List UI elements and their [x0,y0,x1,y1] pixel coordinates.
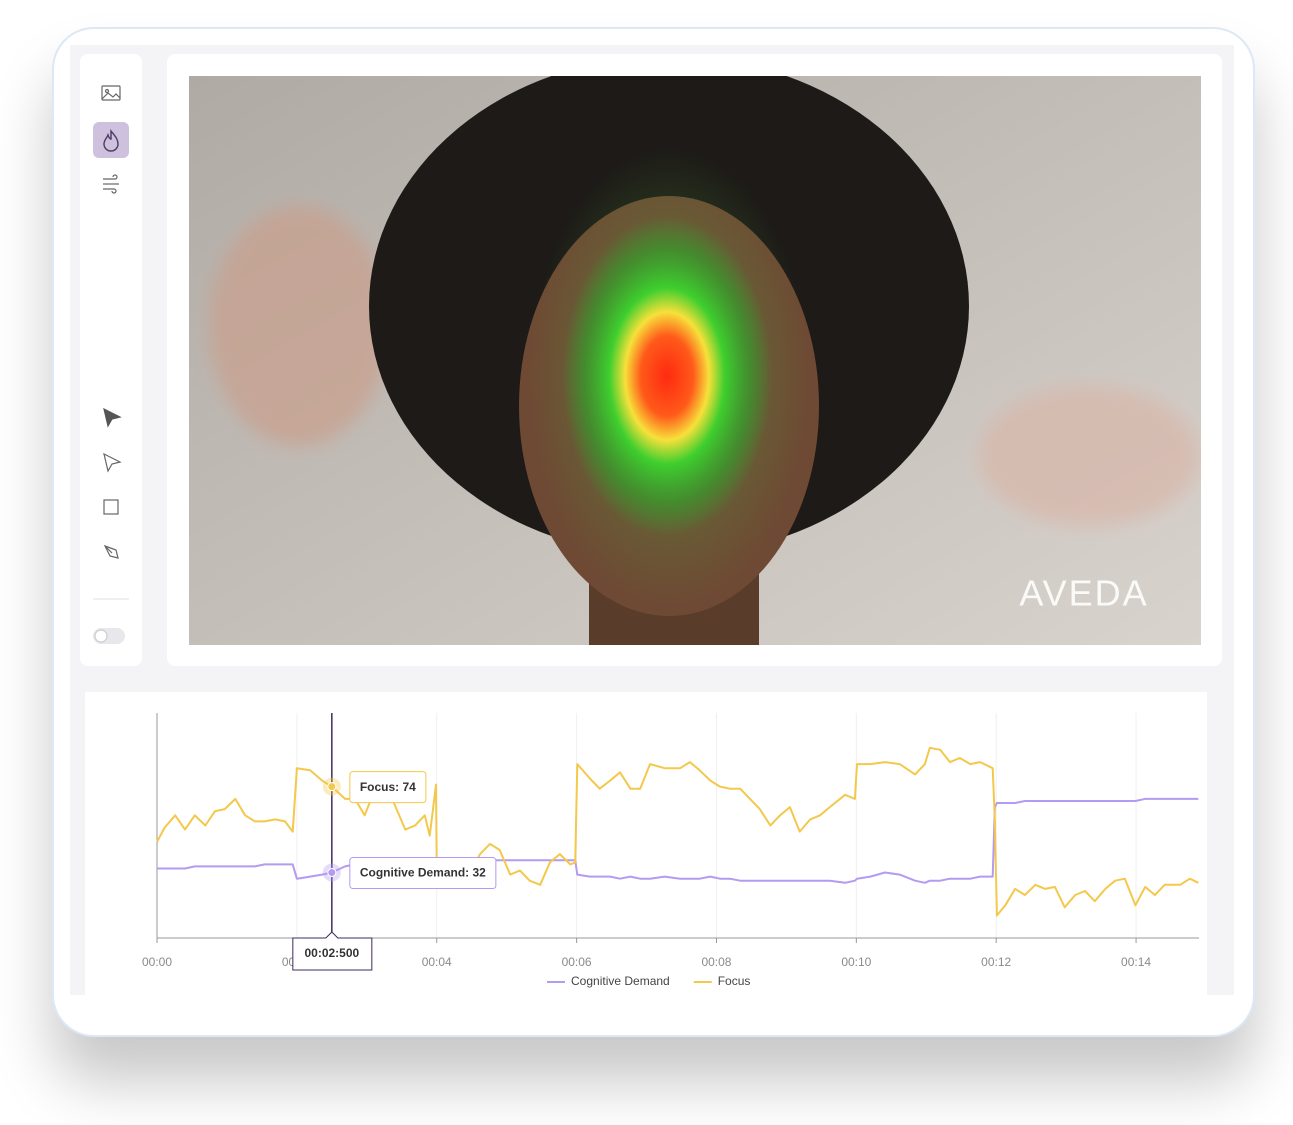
video-frame: AVEDA [189,76,1201,645]
x-tick-label: 00:10 [841,955,871,969]
toolbar [80,54,142,666]
x-tick-label: 00:06 [562,955,592,969]
cursor-label-box [292,931,373,971]
heatmap-icon [103,129,119,152]
app-card: AVEDA [52,27,1255,1037]
rectangle-tool[interactable] [103,499,119,515]
direct-select-tool[interactable] [103,452,122,473]
x-tick-label: 00:12 [981,955,1011,969]
cursor-point [327,782,337,792]
x-tick-label: 00:00 [142,955,172,969]
series-line [156,746,1199,917]
cursor-label-text: 00:02:500 [304,946,359,960]
x-tick-label: 00:14 [1121,955,1151,969]
pen-tool[interactable] [103,544,119,559]
chart-panel [85,692,1207,996]
tooltip-box [349,857,497,890]
legend-label: Cognitive Demand [571,974,670,988]
flow-tool[interactable] [103,174,119,194]
tooltip-box [349,771,427,804]
series-line [157,797,1199,884]
watermark: AVEDA [1019,573,1148,614]
tooltip: Focus: 74 [349,771,427,804]
x-tick-label: 00:04 [422,955,452,969]
select-tool[interactable] [103,407,122,428]
toggle-knob [94,629,108,643]
tooltip-text: Cognitive Demand: 32 [360,866,486,880]
toolbar-icons [93,85,129,644]
tooltip-text: Focus: 74 [360,780,416,794]
video-panel: AVEDA [167,54,1222,666]
cursor-point [327,868,337,878]
image-tool[interactable] [101,85,121,101]
cursor-label: 00:02:500 [292,931,373,971]
tooltip: Cognitive Demand: 32 [349,857,497,890]
legend-label: Focus [718,974,751,988]
x-tick-label: 00:08 [701,955,731,969]
heatmap-tool-selected[interactable] [93,122,129,158]
